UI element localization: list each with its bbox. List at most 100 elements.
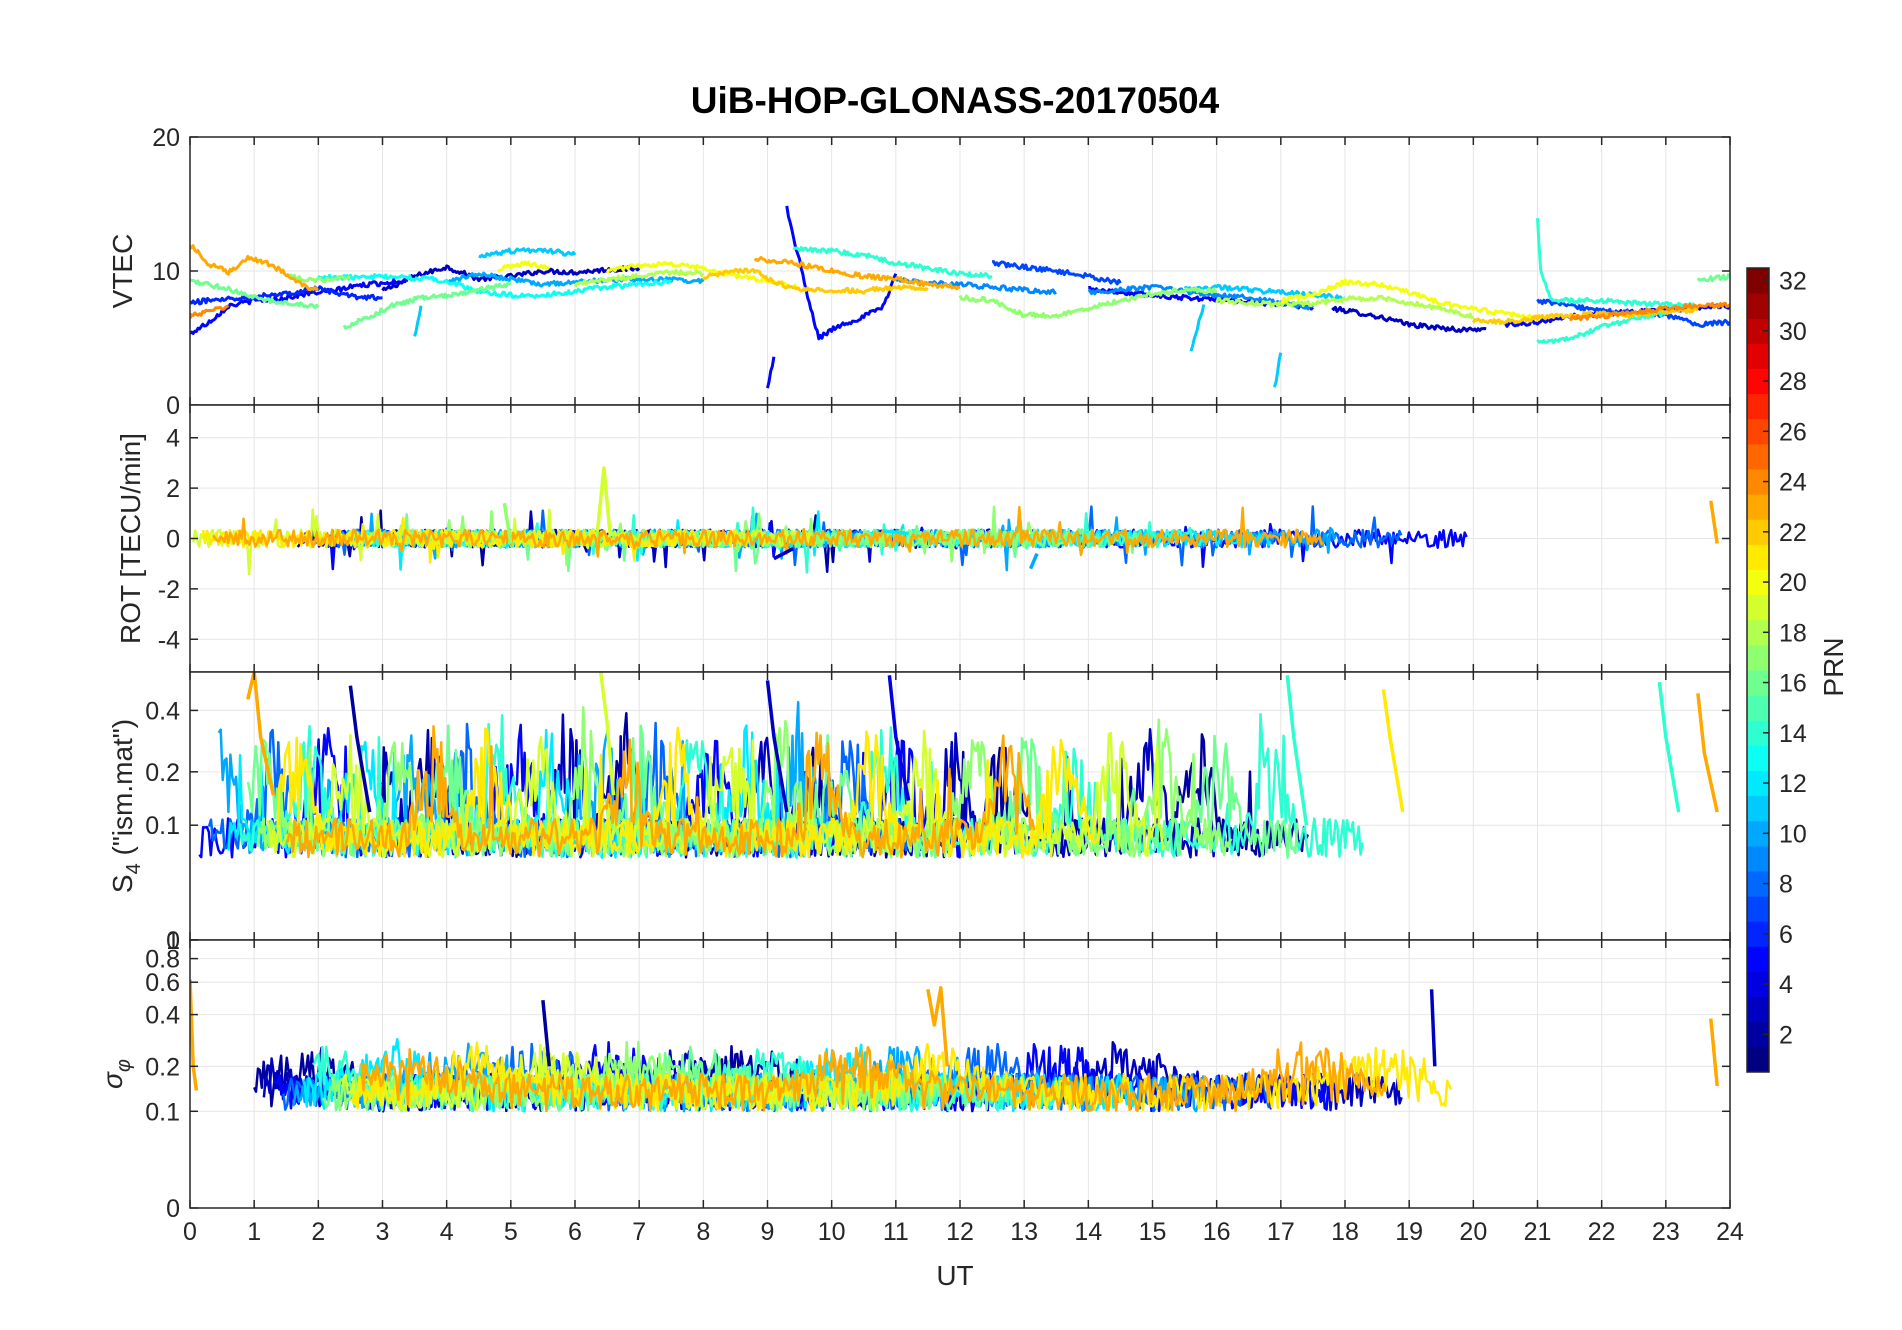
vtec-series-prn-5 bbox=[1088, 285, 1315, 311]
x-tick-label: 7 bbox=[632, 1218, 646, 1246]
sigma_phi-ytick-label: 0 bbox=[166, 1195, 180, 1223]
s4-data bbox=[198, 672, 1719, 859]
s4-ytick-label: 0.1 bbox=[145, 812, 180, 840]
s4-event-prn-4 bbox=[887, 675, 911, 801]
colorbar-tick-label: 32 bbox=[1779, 268, 1807, 296]
colorbar-tick-label: 10 bbox=[1779, 820, 1807, 848]
s4-event-prn-23 bbox=[246, 672, 276, 796]
colorbar-swatch bbox=[1747, 544, 1769, 570]
x-axis: 0 1 2 3 4 5 6 7 8 9 10 11 12 13 14 15 16 17 18 19 20 21 22 23 24 bbox=[183, 1218, 1744, 1246]
vtec-series-prn-23 bbox=[190, 244, 319, 292]
x-tick-label: 22 bbox=[1588, 1218, 1616, 1246]
colorbar-swatch bbox=[1747, 594, 1769, 621]
vtec-series-prn-10 bbox=[445, 271, 705, 288]
rot-panel: -4 -2 0 2 4 ROT [TECU/min] bbox=[115, 404, 1731, 673]
x-tick-label: 20 bbox=[1459, 1218, 1487, 1246]
rot-event-prn-23 bbox=[1709, 500, 1719, 544]
vtec-data bbox=[190, 205, 1730, 389]
x-tick-label: 2 bbox=[311, 1218, 325, 1246]
vtec-series-prn-22 bbox=[702, 267, 929, 295]
vtec-series-prn-20 bbox=[1280, 278, 1539, 321]
vtec-series-prn-18 bbox=[1215, 294, 1475, 320]
colorbar-swatch bbox=[1747, 1021, 1769, 1048]
x-axis-label: UT bbox=[936, 1260, 973, 1291]
x-tick-label: 9 bbox=[761, 1218, 775, 1246]
vtec-series-prn-16 bbox=[342, 281, 512, 330]
sigma_phi-ytick-label: 1 bbox=[166, 927, 180, 955]
colorbar-swatch bbox=[1747, 1046, 1769, 1073]
colorbar-tick-label: 12 bbox=[1779, 770, 1807, 798]
x-tick-label: 18 bbox=[1331, 1218, 1359, 1246]
vtec-series-prn-11 bbox=[1272, 352, 1283, 388]
rot-event-prn-12 bbox=[882, 529, 909, 536]
x-tick-label: 15 bbox=[1139, 1218, 1167, 1246]
vtec-series-prn-5 bbox=[785, 205, 898, 341]
s4-event-prn-3 bbox=[765, 680, 789, 813]
vtec-series-prn-11 bbox=[1183, 283, 1346, 301]
sigma_phi-event-prn-23 bbox=[926, 986, 949, 1067]
sigma_phi-ytick-label: 0.4 bbox=[145, 1002, 180, 1030]
colorbar-swatch bbox=[1747, 996, 1769, 1023]
colorbar-swatch bbox=[1747, 343, 1769, 369]
colorbar-swatch bbox=[1747, 946, 1769, 972]
rot-data bbox=[192, 466, 1719, 576]
colorbar-swatch bbox=[1747, 569, 1769, 596]
colorbar-swatch bbox=[1747, 318, 1769, 344]
colorbar-tick-label: 18 bbox=[1779, 619, 1807, 647]
x-tick-label: 17 bbox=[1267, 1218, 1295, 1246]
sigma_phi-event-prn-2 bbox=[541, 1000, 552, 1067]
vtec-series-prn-14 bbox=[792, 246, 993, 280]
colorbar-swatch bbox=[1747, 896, 1769, 922]
colorbar-swatch bbox=[1747, 393, 1769, 420]
colorbar-tick-label: 8 bbox=[1779, 871, 1793, 899]
s4-event-prn-19 bbox=[598, 672, 616, 796]
colorbar-tick-label: 14 bbox=[1779, 720, 1807, 748]
colorbar-swatch bbox=[1747, 368, 1769, 395]
vtec-series-prn-3 bbox=[1331, 305, 1487, 334]
vtec-series-prn-6 bbox=[190, 285, 383, 306]
s4-ytick-label: 0.4 bbox=[145, 697, 180, 725]
vtec-series-prn-14 bbox=[1536, 218, 1699, 309]
sigma_phi-ytick-label: 0.6 bbox=[145, 969, 180, 997]
vtec-series-prn-17 bbox=[285, 272, 351, 284]
rot-ytick-label: -4 bbox=[158, 626, 180, 654]
rot-ylabel: ROT [TECU/min] bbox=[115, 433, 146, 644]
vtec-ylabel: VTEC bbox=[107, 234, 138, 309]
colorbar-tick-label: 24 bbox=[1779, 469, 1807, 497]
sigma_phi-ytick-label: 0.2 bbox=[145, 1053, 180, 1081]
s4-trace-prn-23 bbox=[285, 725, 1036, 859]
x-tick-label: 6 bbox=[568, 1218, 582, 1246]
s4-event-prn-21 bbox=[1381, 689, 1405, 813]
rot-ytick-label: 0 bbox=[166, 526, 180, 554]
x-tick-label: 1 bbox=[247, 1218, 261, 1246]
vtec-series-prn-24 bbox=[190, 304, 230, 319]
vtec-series-prn-11 bbox=[478, 247, 577, 259]
colorbar-swatch bbox=[1747, 845, 1769, 872]
vtec-series-prn-20 bbox=[605, 260, 801, 291]
colorbar-swatch bbox=[1747, 293, 1769, 319]
x-tick-label: 11 bbox=[883, 1218, 909, 1246]
rot-ytick-label: 4 bbox=[166, 425, 180, 453]
rot-ytick-label: 2 bbox=[166, 475, 180, 503]
s4-ytick-label: 0.2 bbox=[145, 759, 180, 787]
colorbar-tick-label: 16 bbox=[1779, 670, 1807, 698]
s4-trace-prn-21 bbox=[276, 726, 1101, 859]
colorbar-swatch bbox=[1747, 268, 1769, 294]
x-tick-label: 0 bbox=[183, 1218, 197, 1246]
colorbar-tick-label: 2 bbox=[1779, 1021, 1793, 1049]
colorbar-tick-label: 30 bbox=[1779, 318, 1807, 346]
x-tick-label: 3 bbox=[376, 1218, 390, 1246]
rot-event-prn-10 bbox=[1028, 552, 1039, 570]
x-tick-label: 4 bbox=[440, 1218, 454, 1246]
colorbar-tick-label: 22 bbox=[1779, 519, 1807, 547]
colorbar-swatch bbox=[1747, 519, 1769, 545]
vtec-panel: 0 10 20 VTEC bbox=[107, 124, 1731, 420]
colorbar-label: PRN bbox=[1818, 637, 1849, 696]
vtec-series-prn-13 bbox=[317, 273, 672, 299]
colorbar-swatch bbox=[1747, 443, 1769, 470]
vtec-series-prn-7 bbox=[991, 260, 1122, 286]
colorbar-swatch bbox=[1747, 871, 1769, 897]
